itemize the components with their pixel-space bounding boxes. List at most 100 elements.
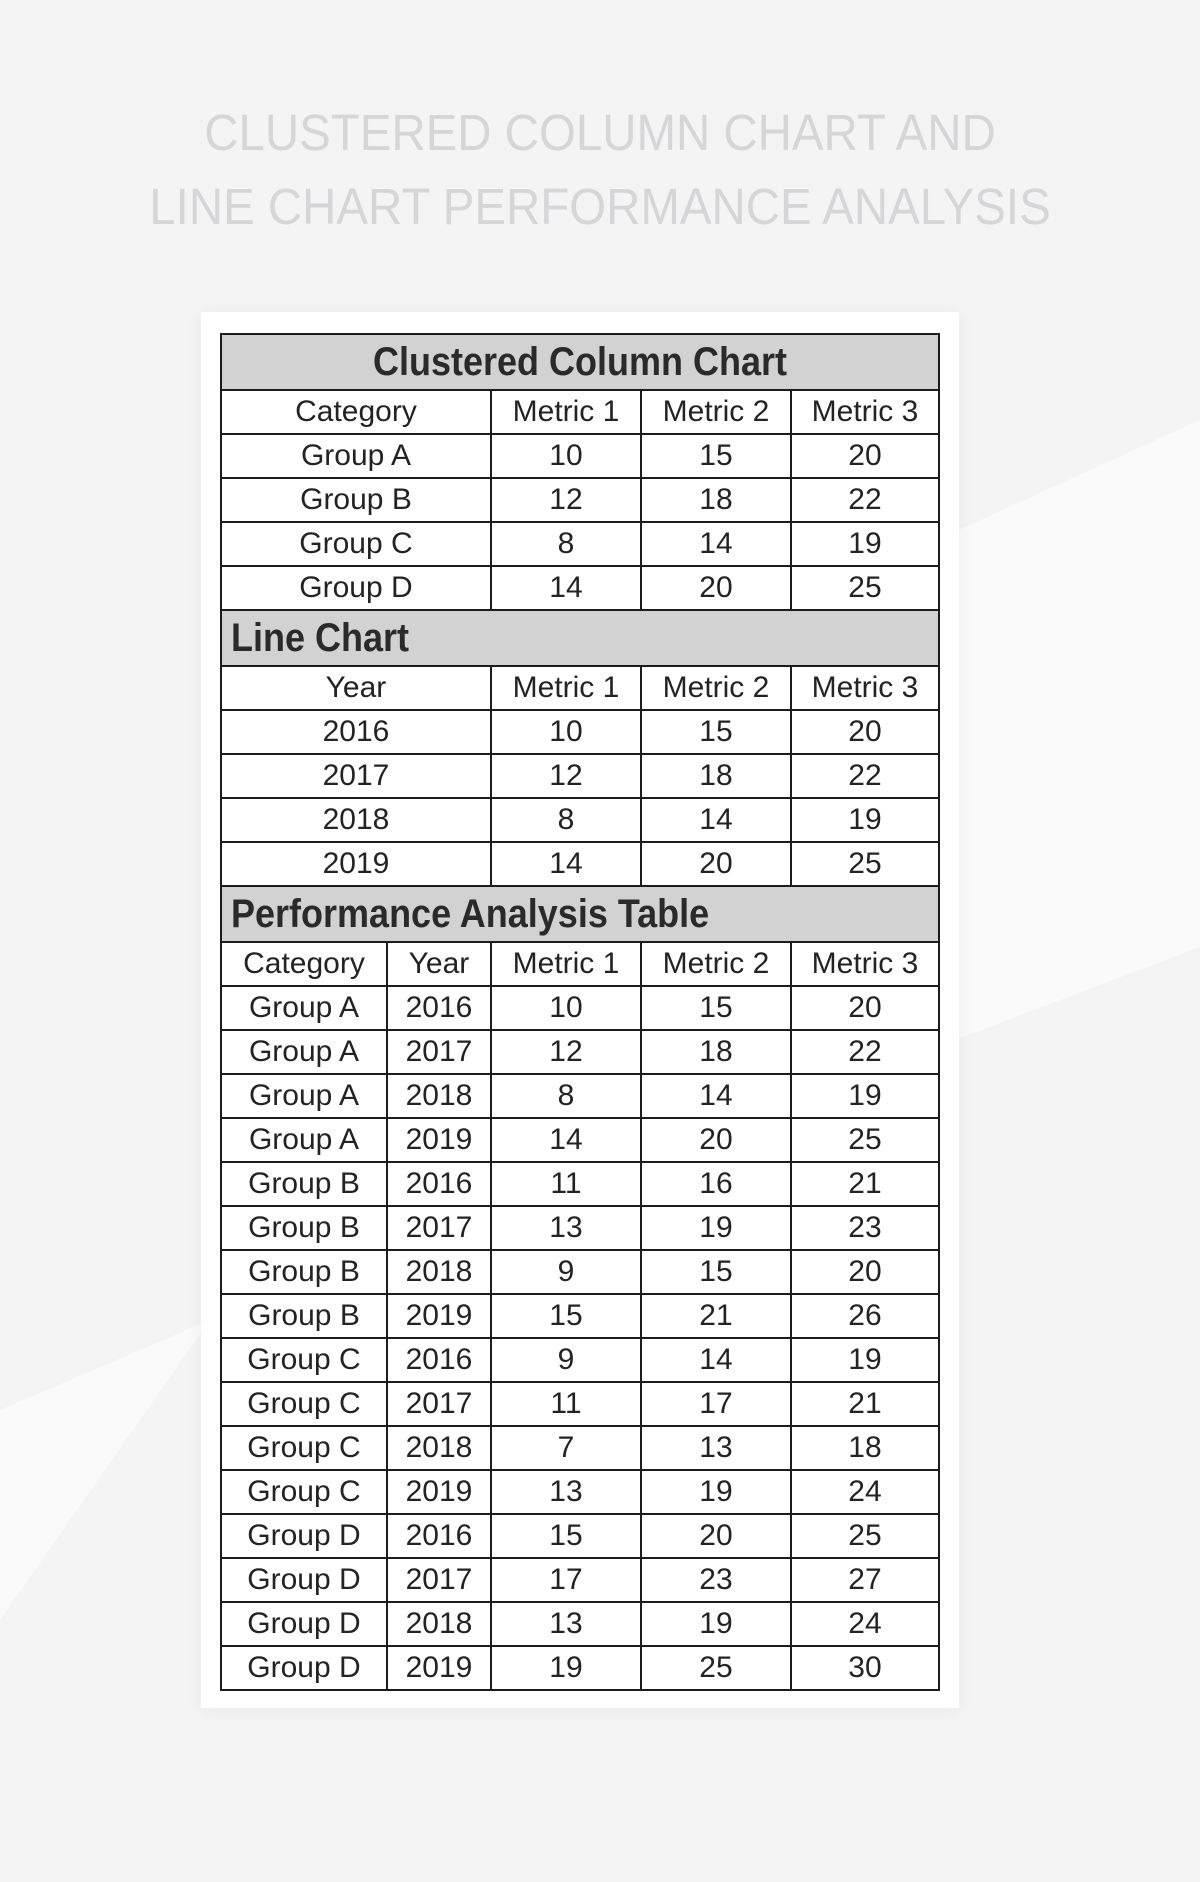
table-cell: 7: [489, 1425, 642, 1471]
table-cell: 20: [639, 1513, 792, 1559]
table-cell: 15: [639, 433, 792, 479]
table-cell: 14: [639, 521, 792, 567]
table-cell: 2018: [385, 1425, 492, 1471]
column-header-cell: Category: [219, 941, 388, 987]
table-cell: 20: [789, 1249, 941, 1295]
table-cell: 24: [789, 1601, 941, 1647]
table-row: Group C 2018 7 13 18: [219, 1425, 941, 1471]
table-cell: 2017: [385, 1381, 492, 1427]
column-header-cell: Metric 1: [489, 665, 642, 711]
table-cell: 19: [789, 521, 941, 567]
table-row: Group D 2016 15 20 25: [219, 1513, 941, 1559]
table-cell: 30: [789, 1645, 941, 1691]
table-cell: 13: [489, 1601, 642, 1647]
table-cell: 12: [489, 477, 642, 523]
column-header-cell: Metric 2: [639, 389, 792, 435]
table-cell: Group C: [219, 1469, 388, 1515]
table-row: Group C 2019 13 19 24: [219, 1469, 941, 1515]
section-title-text: Clustered Column Chart: [372, 340, 788, 384]
table-cell: 25: [789, 565, 941, 611]
table-cell: 8: [489, 1073, 642, 1119]
table-cell: 2017: [219, 753, 492, 799]
section-header-row: Performance Analysis Table: [219, 885, 941, 943]
table-row: Group D 2018 13 19 24: [219, 1601, 941, 1647]
table-row: Group B 2017 13 19 23: [219, 1205, 941, 1251]
table-cell: 15: [639, 1249, 792, 1295]
table-cell: 2019: [385, 1117, 492, 1163]
column-header-row: Category Metric 1 Metric 2 Metric 3: [219, 389, 941, 435]
table-row: Group D 2019 19 25 30: [219, 1645, 941, 1691]
table-cell: Group A: [219, 1117, 388, 1163]
table-cell: 2018: [219, 797, 492, 843]
table-cell: 12: [489, 753, 642, 799]
table-row: Group B 12 18 22: [219, 477, 941, 523]
table-cell: 13: [639, 1425, 792, 1471]
column-header-cell: Metric 1: [489, 389, 642, 435]
table-row: 2019 14 20 25: [219, 841, 941, 887]
table-cell: Group B: [219, 1205, 388, 1251]
page-title-line2: LINE CHART PERFORMANCE ANALYSIS: [149, 178, 1051, 235]
table-cell: 25: [789, 1117, 941, 1163]
table-cell: 22: [789, 753, 941, 799]
table-cell: 13: [489, 1469, 642, 1515]
table-cell: Group B: [219, 1249, 388, 1295]
table-cell: 19: [789, 797, 941, 843]
table-row: Group A 10 15 20: [219, 433, 941, 479]
table-cell: 11: [489, 1161, 642, 1207]
column-header-cell: Metric 3: [789, 389, 941, 435]
table-row: 2016 10 15 20: [219, 709, 941, 755]
table-cell: Group B: [219, 1161, 388, 1207]
table-cell: 2019: [385, 1469, 492, 1515]
table-cell: 21: [789, 1381, 941, 1427]
table-cell: 26: [789, 1293, 941, 1339]
column-header-cell: Metric 2: [639, 941, 792, 987]
table-cell: 2017: [385, 1557, 492, 1603]
table-cell: 14: [489, 1117, 642, 1163]
section-title-text: Line Chart: [230, 616, 410, 660]
table-cell: 15: [639, 985, 792, 1031]
table-cell: 10: [489, 433, 642, 479]
table-cell: 2016: [219, 709, 492, 755]
table-cell: 2018: [385, 1601, 492, 1647]
table-cell: 18: [639, 753, 792, 799]
table-row: Group D 14 20 25: [219, 565, 941, 611]
column-header-row: Year Metric 1 Metric 2 Metric 3: [219, 665, 941, 711]
table-panel: Clustered Column Chart Category Metric 1 Me…: [201, 312, 959, 1708]
table-cell: Group B: [219, 477, 492, 523]
table-cell: 12: [489, 1029, 642, 1075]
table-cell: 19: [639, 1205, 792, 1251]
column-header-cell: Metric 1: [489, 941, 642, 987]
table-cell: 14: [639, 1073, 792, 1119]
table-cell: 19: [639, 1601, 792, 1647]
table-cell: Group C: [219, 1381, 388, 1427]
table-cell: 2016: [385, 1337, 492, 1383]
table-row: Group B 2018 9 15 20: [219, 1249, 941, 1295]
table-cell: 14: [639, 1337, 792, 1383]
table-cell: 21: [639, 1293, 792, 1339]
table-cell: 22: [789, 1029, 941, 1075]
table-cell: Group C: [219, 1425, 388, 1471]
table-cell: 19: [789, 1337, 941, 1383]
table-cell: Group D: [219, 565, 492, 611]
table-cell: 10: [489, 709, 642, 755]
table-cell: 25: [789, 841, 941, 887]
table-cell: Group A: [219, 433, 492, 479]
table-cell: 2019: [385, 1293, 492, 1339]
table-cell: Group A: [219, 985, 388, 1031]
table-cell: 25: [789, 1513, 941, 1559]
table-cell: 20: [789, 709, 941, 755]
table-cell: 17: [639, 1381, 792, 1427]
table-cell: 24: [789, 1469, 941, 1515]
table-row: Group C 2016 9 14 19: [219, 1337, 941, 1383]
table-cell: 2016: [385, 1513, 492, 1559]
table-cell: 13: [489, 1205, 642, 1251]
table-row: 2017 12 18 22: [219, 753, 941, 799]
background-accent-shape: [955, 420, 1200, 1040]
table-cell: 10: [489, 985, 642, 1031]
page-title-line1: CLUSTERED COLUMN CHART AND: [204, 104, 996, 161]
table-cell: 21: [789, 1161, 941, 1207]
table-row: Group C 8 14 19: [219, 521, 941, 567]
table-cell: 9: [489, 1337, 642, 1383]
table-cell: Group C: [219, 1337, 388, 1383]
table-cell: Group D: [219, 1645, 388, 1691]
